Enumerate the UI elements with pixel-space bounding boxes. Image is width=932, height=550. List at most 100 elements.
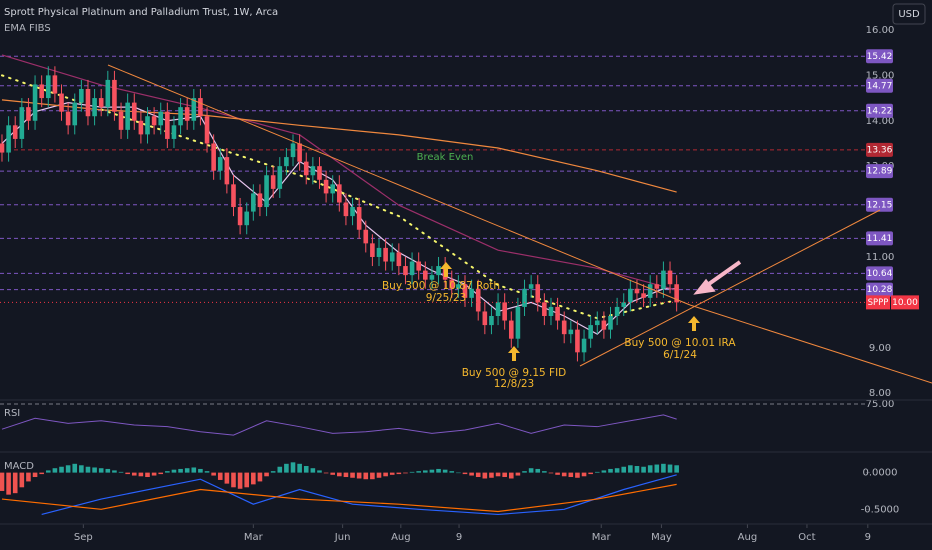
candle-body bbox=[310, 166, 316, 176]
macd-histogram-bar bbox=[317, 470, 322, 473]
macd-histogram-bar bbox=[244, 472, 250, 488]
candle-body bbox=[251, 193, 256, 212]
macd-histogram-bar bbox=[310, 468, 316, 473]
macd-histogram-bar bbox=[628, 465, 633, 473]
candle-body bbox=[231, 184, 236, 208]
level-label: 10.28 bbox=[867, 285, 893, 295]
macd-histogram-bar bbox=[482, 472, 488, 479]
level-label: 12.89 bbox=[867, 167, 893, 177]
candle-body bbox=[303, 161, 309, 176]
level-label: 15.42 bbox=[867, 52, 893, 62]
candle-body bbox=[548, 306, 554, 317]
level-label: 14.22 bbox=[867, 106, 893, 116]
candle-body bbox=[456, 284, 461, 289]
currency-button[interactable] bbox=[892, 3, 926, 25]
last-price-box bbox=[891, 295, 919, 310]
candle-body bbox=[65, 111, 71, 126]
y-tick-label: 9.00 bbox=[869, 343, 891, 354]
candle-body bbox=[389, 252, 395, 262]
y-tick-label: 14.00 bbox=[866, 116, 895, 127]
candle-body bbox=[85, 88, 91, 117]
candle-body bbox=[555, 306, 560, 321]
candle-body bbox=[98, 98, 104, 108]
macd-histogram-bar bbox=[469, 472, 474, 476]
macd-histogram-bar bbox=[45, 470, 51, 473]
candle-body bbox=[350, 207, 355, 217]
annotation: 12/8/23 bbox=[494, 378, 534, 390]
macd-histogram-bar bbox=[323, 472, 329, 474]
macd-line bbox=[1, 483, 677, 513]
candle-body bbox=[429, 275, 435, 280]
candle-body bbox=[224, 157, 230, 185]
macd-histogram-bar bbox=[495, 472, 501, 477]
macd-histogram-bar bbox=[19, 472, 25, 488]
macd-histogram-bar bbox=[26, 472, 31, 482]
chart-title: Sprott Physical Platinum and Palladium T… bbox=[4, 7, 278, 18]
macd-histogram-bar bbox=[456, 472, 461, 474]
overlay-line bbox=[1, 54, 677, 291]
candle-body bbox=[158, 111, 164, 126]
candle-body bbox=[568, 329, 574, 335]
candle-body bbox=[621, 302, 627, 307]
candle-body bbox=[396, 252, 402, 267]
annotation: Break Even bbox=[417, 152, 474, 163]
macd-histogram-bar bbox=[661, 463, 666, 473]
candle-body bbox=[257, 193, 263, 208]
candle-body bbox=[601, 320, 607, 330]
macd-histogram-bar bbox=[65, 465, 71, 473]
macd-histogram-bar bbox=[568, 472, 574, 478]
candle-body bbox=[19, 107, 25, 139]
candle-body bbox=[39, 84, 44, 99]
candle-body bbox=[264, 175, 269, 208]
macd-histogram-bar bbox=[158, 472, 164, 475]
candle-body bbox=[237, 207, 243, 226]
macd-histogram-bar bbox=[270, 471, 276, 473]
macd-histogram-bar bbox=[575, 472, 580, 478]
x-tick-label: Mar bbox=[592, 532, 612, 543]
candle-body bbox=[634, 288, 640, 294]
candle-body bbox=[26, 107, 31, 121]
candle-body bbox=[171, 125, 177, 139]
candle-body bbox=[588, 325, 593, 339]
macd-histogram-bar bbox=[191, 467, 197, 473]
macd-histogram-bar bbox=[105, 468, 111, 473]
currency-label[interactable]: USD bbox=[898, 9, 920, 20]
x-tick-label: 9 bbox=[456, 532, 462, 543]
level-label-box bbox=[866, 231, 893, 246]
level-label-box bbox=[866, 197, 893, 212]
candle-body bbox=[178, 107, 183, 126]
candle-body bbox=[575, 329, 580, 353]
y-tick-label: 16.00 bbox=[866, 25, 895, 36]
level-label: 10.64 bbox=[867, 269, 893, 279]
macd-histogram-bar bbox=[6, 472, 11, 495]
candle-body bbox=[370, 243, 375, 257]
candle-body bbox=[211, 143, 216, 171]
candle-body bbox=[423, 270, 428, 280]
candle-body bbox=[204, 116, 210, 144]
macd-tick-label: -0.5000 bbox=[861, 504, 900, 515]
macd-histogram-bar bbox=[389, 472, 395, 475]
macd-histogram-bar bbox=[85, 466, 91, 473]
macd-histogram-bar bbox=[641, 466, 646, 473]
macd-line bbox=[41, 474, 677, 516]
candle-body bbox=[191, 98, 197, 121]
candle-body bbox=[79, 88, 84, 103]
candle-body bbox=[608, 316, 613, 330]
macd-histogram-bar bbox=[350, 472, 355, 478]
macd-histogram-bar bbox=[118, 471, 124, 473]
indicator-label: EMA FIBS bbox=[4, 23, 51, 34]
candle-body bbox=[198, 98, 203, 117]
candle-body bbox=[330, 184, 336, 194]
candle-body bbox=[363, 229, 369, 244]
pane-title: MACD bbox=[4, 461, 34, 472]
candle-body bbox=[52, 75, 58, 94]
candle-body bbox=[594, 320, 600, 326]
candle-body bbox=[105, 79, 111, 108]
candle-body bbox=[528, 284, 534, 289]
macd-histogram-bar bbox=[145, 472, 150, 478]
macd-histogram-bar bbox=[654, 464, 660, 473]
level-label-box bbox=[866, 49, 893, 64]
annotation: Buy 300 @ 10.87 Roth bbox=[382, 280, 500, 292]
